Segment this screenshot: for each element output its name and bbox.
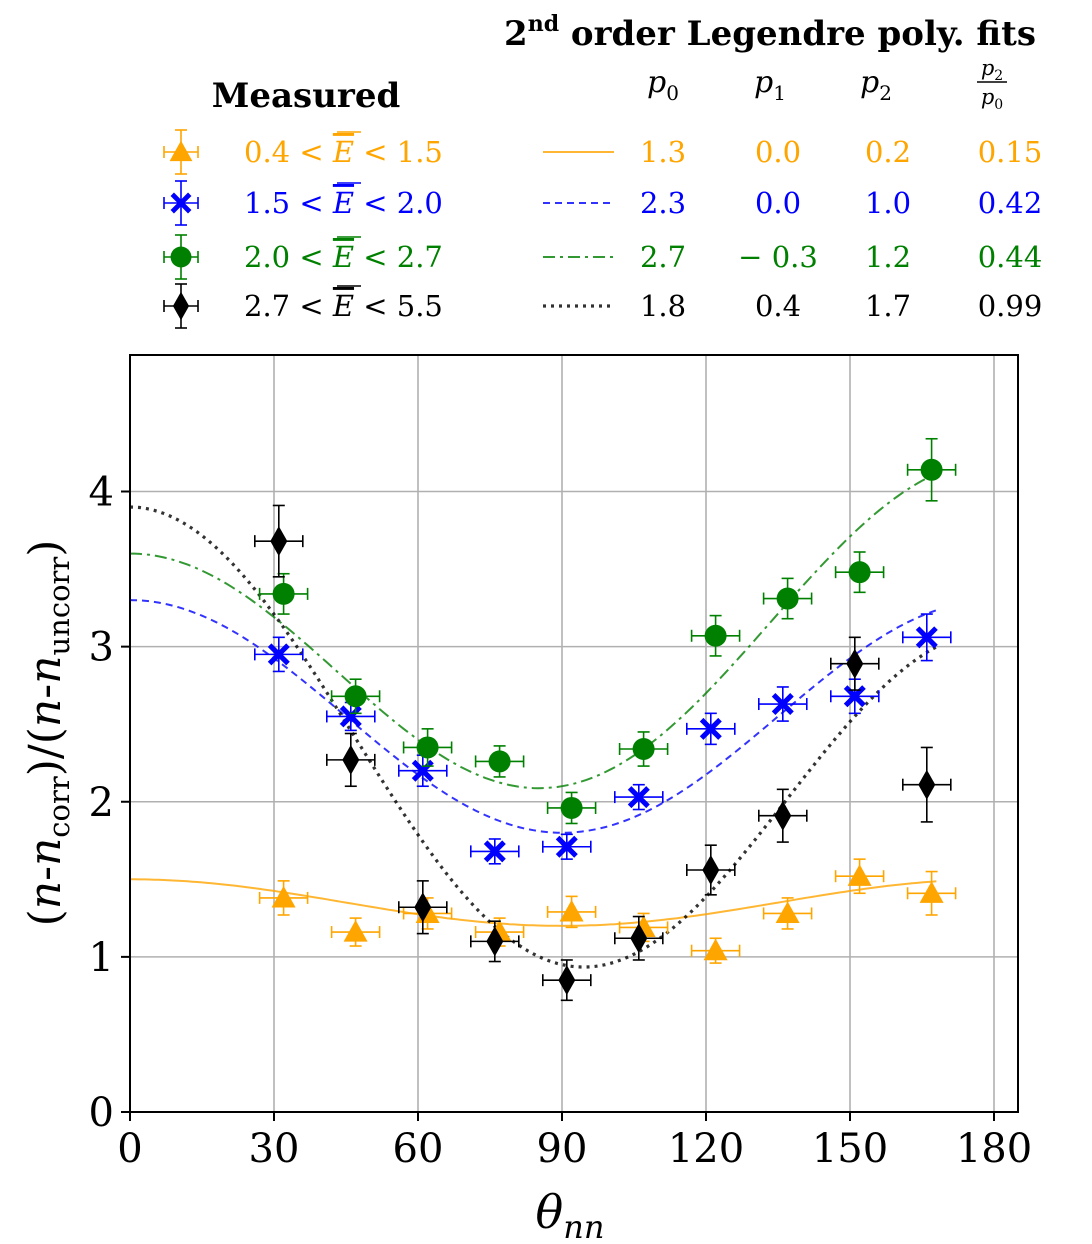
data-point — [172, 291, 190, 321]
fit-curve — [129, 505, 938, 969]
y-tick-label: 4 — [89, 470, 114, 516]
data-point — [344, 685, 367, 708]
series — [254, 504, 952, 1002]
legend-label: 2.7 < E < 5.5 — [244, 289, 443, 323]
data-point — [169, 140, 193, 162]
data-point — [630, 923, 648, 954]
legend-entry: 1.5 < E < 2.0 2.3 0.0 1.0 0.42 — [163, 180, 1043, 226]
data-point — [271, 885, 296, 908]
param-header-ratio-den: p0 — [981, 85, 1003, 113]
x-tick-label: 150 — [812, 1126, 888, 1172]
legend-label: 2.0 < E < 2.7 — [244, 240, 443, 274]
data-point — [414, 892, 432, 923]
error-bar — [613, 783, 664, 811]
fit-param-value: 0.15 — [978, 135, 1043, 169]
data-point — [170, 192, 192, 214]
data-point — [559, 899, 584, 922]
data-point — [848, 561, 871, 584]
data-point — [702, 855, 720, 886]
error-bar — [541, 833, 592, 860]
fit-param-value: 0.2 — [865, 135, 911, 169]
legend-entry: 0.4 < E < 1.5 1.3 0.0 0.2 0.15 — [163, 129, 1043, 175]
data-point — [919, 881, 944, 903]
fit-param-value: 1.0 — [865, 186, 911, 220]
fit-curve — [130, 878, 937, 927]
x-tick-label: 30 — [249, 1126, 300, 1172]
data-point — [272, 582, 295, 605]
data-point — [342, 744, 360, 775]
series — [258, 858, 957, 964]
fit-curve — [130, 472, 937, 790]
data-point — [771, 693, 794, 716]
param-header: p0 — [647, 65, 679, 105]
fit-param-value: 2.7 — [640, 240, 686, 274]
data-point — [486, 926, 504, 957]
legend-label: 1.5 < E < 2.0 — [244, 186, 443, 220]
fit-param-value: 1.2 — [865, 240, 911, 274]
fit-param-value: 1.7 — [865, 289, 911, 323]
data-point — [627, 786, 650, 809]
x-tick-label: 60 — [393, 1126, 444, 1172]
fit-param-value: 0.0 — [755, 135, 801, 169]
data-point — [558, 965, 576, 996]
data-point — [846, 648, 864, 679]
data-point — [920, 458, 943, 481]
data-point — [555, 835, 578, 858]
measured-title: Measured — [212, 76, 400, 116]
x-axis-label: θnn — [536, 1185, 605, 1244]
data-point — [915, 626, 938, 649]
data-point — [267, 643, 290, 666]
fit-param-value: 1.8 — [640, 289, 686, 323]
y-tick-label: 3 — [89, 625, 114, 671]
y-axis-label: (n-ncorr)/(n-nuncorr) — [20, 540, 76, 927]
data-point — [699, 717, 722, 740]
data-point — [483, 840, 506, 863]
fit-param-value: 0.0 — [755, 186, 801, 220]
fit-curve — [129, 599, 937, 834]
param-header: p1 — [754, 65, 786, 105]
plot-area: 0 30 60 90 120 150 180 0 1 2 3 4 θnn (n-ncorr)/(n-nun… — [20, 354, 1032, 1244]
param-header: p2 — [860, 65, 892, 105]
axes-frame — [129, 354, 1019, 1113]
x-tick-label: 180 — [956, 1126, 1032, 1172]
legend-entry: 2.0 < E < 2.7 2.7 − 0.3 1.2 0.44 — [163, 234, 1043, 280]
data-point — [774, 800, 792, 831]
data-point — [918, 769, 936, 800]
y-tick-label: 0 — [89, 1090, 114, 1136]
fit-param-value: − 0.3 — [738, 240, 818, 274]
fit-param-value: 0.44 — [978, 240, 1043, 274]
data-point — [416, 736, 439, 759]
series — [258, 437, 957, 825]
x-tick-label: 120 — [668, 1126, 744, 1172]
error-bar — [685, 844, 736, 896]
data-point — [847, 864, 872, 886]
fit-param-value: 0.42 — [978, 186, 1043, 220]
data-point — [776, 587, 799, 610]
data-point — [775, 901, 800, 924]
param-header-ratio-num: p2 — [981, 56, 1003, 84]
fit-param-value: 1.3 — [640, 135, 686, 169]
data-point — [488, 750, 511, 773]
fit-param-value: 0.4 — [755, 289, 801, 323]
fit-param-value: 2.3 — [640, 186, 686, 220]
data-point — [270, 526, 288, 557]
y-tick-label: 1 — [89, 935, 114, 981]
x-tick-label: 0 — [117, 1126, 142, 1172]
fit-param-value: 0.99 — [978, 289, 1043, 323]
data-point — [560, 796, 583, 819]
x-tick-label: 90 — [537, 1126, 588, 1172]
data-point — [703, 938, 728, 961]
data-point — [632, 738, 655, 761]
y-tick-label: 2 — [89, 780, 114, 826]
data-point — [170, 246, 192, 268]
fits-title: 2nd order Legendre poly. fits — [504, 11, 1036, 54]
legend-entry: 2.7 < E < 5.5 1.8 0.4 1.7 0.99 — [163, 283, 1043, 329]
legend-label: 0.4 < E < 1.5 — [244, 135, 443, 169]
error-bar — [163, 180, 199, 226]
data-point — [343, 920, 368, 942]
series — [254, 613, 952, 865]
data-point — [704, 624, 727, 647]
